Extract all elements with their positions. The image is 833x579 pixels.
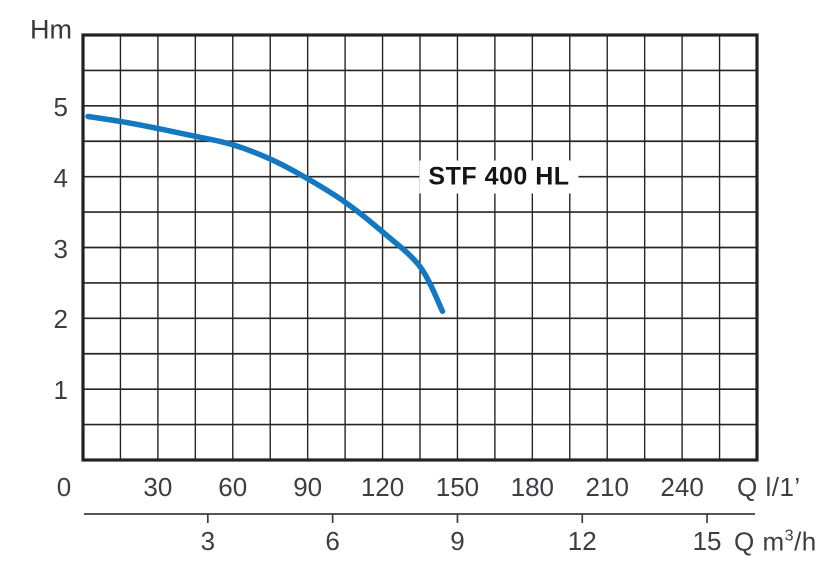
secondary-tick-label: 3 — [200, 526, 216, 556]
y-axis-unit-label: Hm — [30, 14, 72, 45]
secondary-tick-label: 15 — [692, 526, 722, 556]
x-tick-label: 0 — [56, 472, 72, 502]
x-tick-label: 60 — [218, 472, 248, 502]
x-axis-unit-label: Q l/1’ — [737, 472, 801, 502]
y-tick-label: 5 — [53, 91, 68, 122]
pump-curve — [85, 113, 446, 315]
secondary-tick-label: 12 — [567, 526, 597, 556]
y-tick-label: 1 — [53, 375, 68, 406]
y-tick-label: 2 — [53, 304, 68, 335]
x-tick-label: 150 — [435, 472, 480, 502]
secondary-tick-label: 9 — [450, 526, 465, 556]
x-tick-label: 90 — [293, 472, 323, 502]
x-tick-label: 240 — [660, 472, 704, 502]
y-tick-label: 4 — [53, 162, 68, 193]
y-tick-label: 3 — [53, 233, 68, 264]
secondary-tick-label: 6 — [325, 526, 340, 556]
x-tick-label: 210 — [585, 472, 629, 502]
secondary-axis-unit-label: Q m3/h — [734, 526, 817, 557]
x-tick-label: 30 — [143, 472, 173, 502]
plot-border — [81, 33, 759, 462]
x-tick-label: 180 — [510, 472, 555, 502]
curve-title: STF 400 HL — [419, 160, 579, 194]
x-tick-label: 120 — [360, 472, 405, 502]
